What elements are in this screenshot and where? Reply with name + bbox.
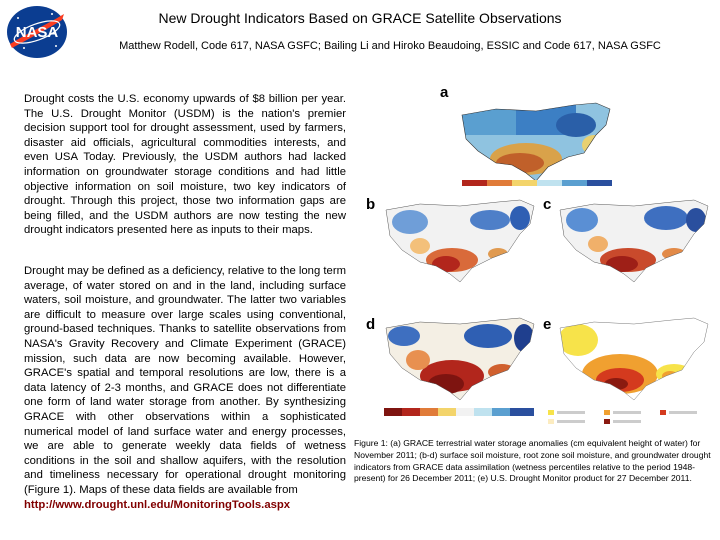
body-paragraph-text: Drought may be defined as a deficiency, … [24, 265, 346, 496]
map-panel-b [380, 196, 540, 290]
panel-label-a: a [440, 84, 449, 101]
figure-caption: Figure 1: (a) GRACE terrestrial water st… [354, 438, 711, 484]
panel-label-c: c [543, 196, 552, 213]
map-panel-d [380, 314, 540, 408]
svg-text:NASA: NASA [16, 24, 59, 41]
page-title: New Drought Indicators Based on GRACE Sa… [158, 10, 562, 26]
map-panel-c [554, 196, 714, 290]
map-panel-a [456, 95, 616, 187]
panel-label-d: d [366, 316, 376, 333]
panel-label-b: b [366, 196, 376, 213]
legend-panel-a [462, 180, 612, 186]
legend-panel-e [548, 410, 697, 424]
authors-line: Matthew Rodell, Code 617, NASA GSFC; Bai… [119, 40, 661, 52]
map-panel-e [554, 314, 714, 408]
panel-label-e: e [543, 316, 552, 333]
drought-tools-link[interactable]: http://www.drought.unl.edu/MonitoringToo… [24, 498, 291, 511]
nasa-logo: NASA [4, 4, 70, 60]
legend-panel-d [384, 408, 534, 416]
intro-paragraph: Drought costs the U.S. economy upwards o… [24, 93, 346, 237]
body-paragraph: Drought may be defined as a deficiency, … [24, 264, 346, 512]
